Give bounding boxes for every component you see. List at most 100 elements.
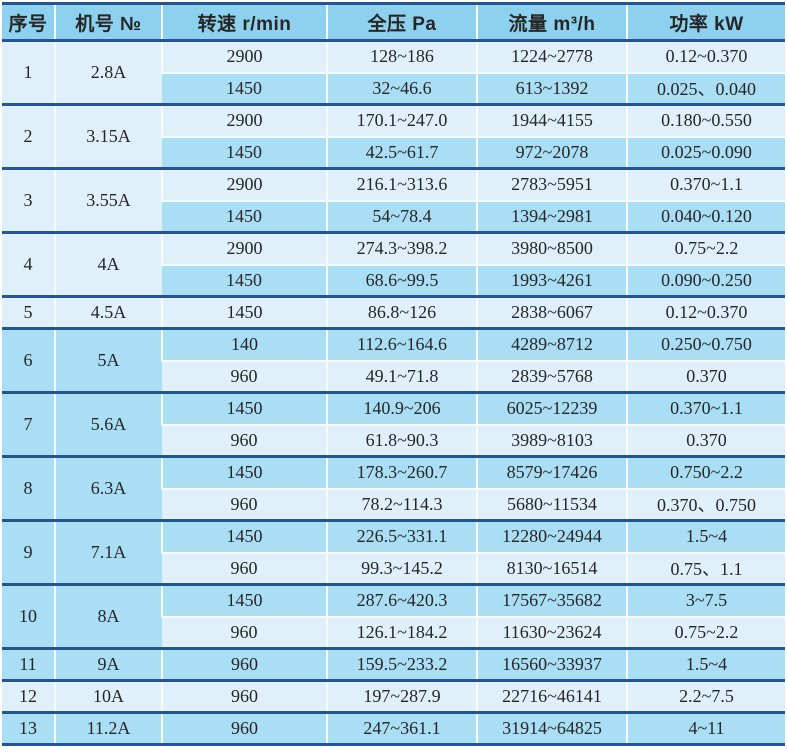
serial-cell: 11 [2, 647, 55, 681]
flow-cell: 3989~8103 [476, 423, 627, 457]
serial-cell: 1 [2, 39, 55, 105]
speed-cell: 1450 [162, 199, 327, 233]
speed-cell: 960 [162, 359, 327, 393]
speed-cell: 1450 [161, 519, 327, 553]
serial-cell: 6 [2, 327, 55, 393]
table-row: 13 11.2A 960 247~361.1 31914~64825 4~11 [2, 711, 785, 745]
power-cell: 0.370~1.1 [626, 391, 785, 425]
pressure-cell: 54~78.4 [326, 199, 477, 233]
table-row: 3 3.55A 2900 216.1~313.6 2783~5951 0.370… [2, 167, 785, 233]
power-cell: 0.75、1.1 [626, 551, 785, 585]
header-model: 机号 № [54, 3, 162, 42]
flow-cell: 1993~4261 [476, 263, 627, 297]
serial-cell: 13 [2, 711, 55, 745]
flow-cell: 2838~6067 [476, 295, 627, 329]
power-cell: 1.5~4 [626, 647, 785, 681]
flow-cell: 972~2078 [476, 135, 627, 169]
speed-cell: 1450 [162, 263, 327, 297]
speed-cell: 960 [162, 551, 327, 585]
power-cell: 0.750~2.2 [626, 455, 785, 489]
table-row: 1450 68.6~99.5 1993~4261 0.090~0.250 [2, 263, 785, 297]
speed-cell: 140 [161, 327, 327, 361]
speed-cell: 960 [162, 487, 327, 521]
flow-cell: 1944~4155 [476, 103, 627, 137]
pressure-cell: 61.8~90.3 [326, 423, 477, 457]
model-cell: 5.6A [54, 391, 162, 457]
serial-cell: 8 [2, 455, 55, 521]
pressure-cell: 112.6~164.6 [326, 327, 477, 361]
pressure-cell: 86.8~126 [326, 295, 477, 329]
header-serial: 序号 [2, 3, 55, 42]
speed-cell: 2900 [161, 231, 327, 265]
power-cell: 0.12~0.370 [626, 295, 785, 329]
table-row: 4 4A 2900 274.3~398.2 3980~8500 0.75~2.2 [2, 231, 785, 297]
speed-cell: 960 [161, 647, 327, 681]
flow-cell: 1394~2981 [476, 199, 627, 233]
pressure-cell: 68.6~99.5 [326, 263, 477, 297]
flow-cell: 11630~23624 [476, 615, 627, 649]
model-cell: 7.1A [54, 519, 162, 585]
model-cell: 4A [54, 231, 162, 297]
table-row: 2 3.15A 2900 170.1~247.0 1944~4155 0.180… [2, 103, 785, 169]
power-cell: 0.75~2.2 [626, 231, 785, 265]
table-row: 5 4.5A 1450 86.8~126 2838~6067 0.12~0.37… [2, 295, 785, 329]
speed-cell: 1450 [162, 135, 327, 169]
table-row: 12 10A 960 197~287.9 22716~46141 2.2~7.5 [2, 679, 785, 713]
speed-cell: 1450 [161, 455, 327, 489]
flow-cell: 5680~11534 [476, 487, 627, 521]
flow-cell: 3980~8500 [476, 231, 627, 265]
table-row: 960 126.1~184.2 11630~23624 0.75~2.2 [2, 615, 785, 649]
serial-cell: 3 [2, 167, 55, 233]
table-row: 10 8A 1450 287.6~420.3 17567~35682 3~7.5 [2, 583, 785, 649]
pressure-cell: 126.1~184.2 [326, 615, 477, 649]
flow-cell: 6025~12239 [476, 391, 627, 425]
power-cell: 1.5~4 [626, 519, 785, 553]
model-cell: 3.55A [54, 167, 162, 233]
serial-cell: 4 [2, 231, 55, 297]
pressure-cell: 128~186 [326, 39, 477, 73]
header-row: 序号 机号 № 转速 r/min 全压 Pa 流量 m³/h 功率 kW [2, 3, 785, 42]
flow-cell: 2783~5951 [476, 167, 627, 201]
speed-cell: 960 [162, 615, 327, 649]
flow-cell: 22716~46141 [476, 679, 627, 713]
serial-cell: 2 [2, 103, 55, 169]
model-cell: 8A [54, 583, 162, 649]
power-cell: 0.180~0.550 [626, 103, 785, 137]
table-row: 960 99.3~145.2 8130~16514 0.75、1.1 [2, 551, 785, 585]
serial-cell: 7 [2, 391, 55, 457]
serial-cell: 10 [2, 583, 55, 649]
model-cell: 2.8A [54, 39, 162, 105]
serial-cell: 12 [2, 679, 55, 713]
table-row: 8 6.3A 1450 178.3~260.7 8579~17426 0.750… [2, 455, 785, 521]
power-cell: 3~7.5 [626, 583, 785, 617]
model-cell: 9A [54, 647, 162, 681]
serial-cell: 5 [2, 295, 55, 329]
flow-cell: 613~1392 [476, 71, 627, 105]
speed-cell: 960 [161, 711, 327, 745]
pressure-cell: 170.1~247.0 [326, 103, 477, 137]
power-cell: 0.370~1.1 [626, 167, 785, 201]
header-power: 功率 kW [626, 3, 785, 42]
header-pressure: 全压 Pa [326, 3, 477, 42]
power-cell: 0.370 [626, 359, 785, 393]
flow-cell: 2839~5768 [476, 359, 627, 393]
pressure-cell: 140.9~206 [326, 391, 477, 425]
model-cell: 3.15A [54, 103, 162, 169]
pressure-cell: 274.3~398.2 [326, 231, 477, 265]
power-cell: 0.025~0.090 [626, 135, 785, 169]
power-cell: 0.370、0.750 [626, 487, 785, 521]
flow-cell: 1224~2778 [476, 39, 627, 73]
serial-cell: 9 [2, 519, 55, 585]
table-row: 1450 54~78.4 1394~2981 0.040~0.120 [2, 199, 785, 233]
power-cell: 0.090~0.250 [626, 263, 785, 297]
model-cell: 6.3A [54, 455, 162, 521]
header-speed: 转速 r/min [161, 3, 327, 42]
power-cell: 0.250~0.750 [626, 327, 785, 361]
power-cell: 0.025、0.040 [626, 71, 785, 105]
pressure-cell: 32~46.6 [326, 71, 477, 105]
table-row: 960 61.8~90.3 3989~8103 0.370 [2, 423, 785, 457]
speed-cell: 960 [162, 423, 327, 457]
flow-cell: 8579~17426 [476, 455, 627, 489]
power-cell: 2.2~7.5 [626, 679, 785, 713]
